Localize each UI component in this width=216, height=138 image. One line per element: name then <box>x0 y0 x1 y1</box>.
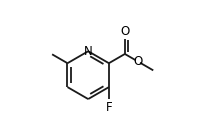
Text: O: O <box>120 25 130 38</box>
Text: O: O <box>133 55 143 68</box>
Text: N: N <box>84 45 93 58</box>
Text: F: F <box>106 101 112 114</box>
